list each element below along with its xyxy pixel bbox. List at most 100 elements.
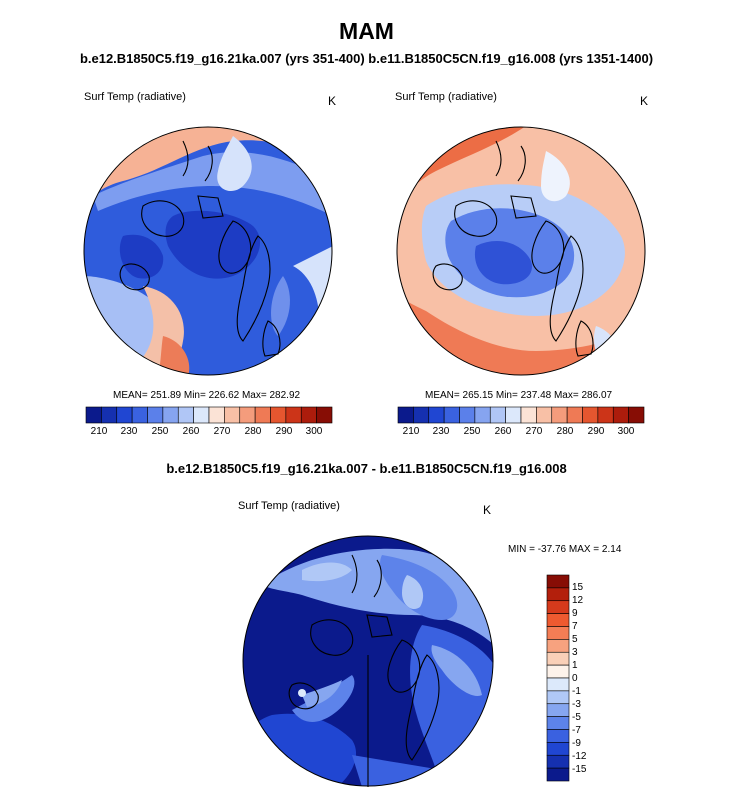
difference-colorbar-swatch xyxy=(546,639,570,653)
left-colorbar-swatch xyxy=(162,406,179,424)
right-colorbar-swatch xyxy=(413,406,430,424)
figure-subtitle: b.e12.B1850C5.f19_g16.21ka.007 (yrs 351-… xyxy=(79,51,654,66)
difference-colorbar-tick: 9 xyxy=(572,608,578,619)
difference-colorbar-tick: 3 xyxy=(572,647,578,658)
difference-colorbar-tick: -1 xyxy=(572,686,581,697)
difference-colorbar-swatch xyxy=(546,767,570,782)
difference-colorbar-swatch xyxy=(546,690,570,705)
right-colorbar-swatch xyxy=(443,406,460,424)
right-colorbar-tick: 250 xyxy=(463,426,481,437)
left-colorbar-ticks: 210 230 250 260 270 280 290 300 xyxy=(86,426,332,440)
right-colorbar xyxy=(397,406,645,424)
left-colorbar-swatch xyxy=(85,406,102,424)
difference-colorbar-tick: -15 xyxy=(572,764,587,775)
left-colorbar-swatch xyxy=(208,406,225,424)
left-panel-variable: Surf Temp (radiative) xyxy=(84,91,186,103)
left-panel-stats: MEAN= 251.89 Min= 226.62 Max= 282.92 xyxy=(113,390,301,401)
difference-polar-map xyxy=(242,535,494,787)
left-polar-map xyxy=(83,126,333,376)
difference-colorbar-tick: 5 xyxy=(572,634,578,645)
difference-colorbar-tick: 1 xyxy=(572,660,578,671)
difference-colorbar-swatch xyxy=(546,626,570,640)
difference-colorbar-swatch xyxy=(546,613,570,627)
left-colorbar xyxy=(85,406,333,424)
left-colorbar-tick: 270 xyxy=(213,426,231,437)
left-colorbar-swatch xyxy=(239,406,256,424)
right-panel-stats: MEAN= 265.15 Min= 237.48 Max= 286.07 xyxy=(425,390,613,401)
left-colorbar-swatch xyxy=(131,406,148,424)
difference-colorbar-swatch xyxy=(546,574,570,589)
left-colorbar-swatch xyxy=(285,406,302,424)
right-colorbar-swatch xyxy=(474,406,491,424)
difference-colorbar-swatch xyxy=(546,677,570,692)
left-colorbar-tick: 210 xyxy=(90,426,108,437)
left-colorbar-swatch xyxy=(101,406,118,424)
left-colorbar-swatch xyxy=(193,406,210,424)
difference-colorbar-swatch xyxy=(546,716,570,730)
right-colorbar-tick: 210 xyxy=(402,426,420,437)
difference-stats: MIN = -37.76 MAX = 2.14 xyxy=(508,544,622,555)
right-colorbar-tick: 280 xyxy=(556,426,574,437)
right-colorbar-swatch xyxy=(536,406,553,424)
left-colorbar-swatch xyxy=(316,406,333,424)
difference-colorbar-swatch xyxy=(546,651,570,666)
left-colorbar-tick: 300 xyxy=(305,426,323,437)
right-colorbar-swatch xyxy=(597,406,614,424)
left-colorbar-swatch xyxy=(254,406,271,424)
left-colorbar-swatch xyxy=(224,406,241,424)
difference-colorbar-tick: -3 xyxy=(572,699,581,710)
difference-colorbar-swatch xyxy=(546,587,570,602)
right-colorbar-swatch xyxy=(397,406,414,424)
right-colorbar-swatch xyxy=(628,406,645,424)
right-colorbar-ticks: 210 230 250 260 270 280 290 300 xyxy=(398,426,644,440)
left-colorbar-swatch xyxy=(116,406,133,424)
right-panel-unit: K xyxy=(640,94,649,108)
right-colorbar-swatch xyxy=(520,406,537,424)
left-colorbar-tick: 230 xyxy=(120,426,138,437)
difference-variable: Surf Temp (radiative) xyxy=(238,500,340,512)
difference-colorbar-tick: 12 xyxy=(572,595,584,606)
difference-colorbar xyxy=(546,574,570,782)
left-panel-unit: K xyxy=(328,94,337,108)
right-colorbar-tick: 230 xyxy=(432,426,450,437)
left-colorbar-swatch xyxy=(270,406,287,424)
difference-colorbar-tick: 15 xyxy=(572,582,584,593)
right-polar-map xyxy=(396,126,646,376)
right-colorbar-swatch xyxy=(505,406,522,424)
difference-colorbar-tick: 0 xyxy=(572,673,578,684)
difference-colorbar-swatch xyxy=(546,664,570,679)
difference-colorbar-tick: -9 xyxy=(572,738,581,749)
difference-colorbar-ticks: 15 12 9 7 5 3 1 0 -1 -3 -5 -7 -9 -12 -15 xyxy=(572,575,602,781)
right-colorbar-tick: 260 xyxy=(494,426,512,437)
left-colorbar-swatch xyxy=(147,406,164,424)
right-colorbar-swatch xyxy=(582,406,599,424)
right-colorbar-tick: 270 xyxy=(525,426,543,437)
difference-colorbar-swatch xyxy=(546,600,570,614)
right-colorbar-swatch xyxy=(428,406,445,424)
difference-colorbar-swatch xyxy=(546,754,570,769)
right-colorbar-swatch xyxy=(551,406,568,424)
difference-colorbar-tick: -12 xyxy=(572,751,587,762)
left-colorbar-tick: 250 xyxy=(151,426,169,437)
right-colorbar-tick: 300 xyxy=(617,426,635,437)
difference-colorbar-tick: 7 xyxy=(572,621,578,632)
right-colorbar-swatch xyxy=(489,406,506,424)
difference-unit: K xyxy=(483,503,492,517)
right-panel-variable: Surf Temp (radiative) xyxy=(395,91,497,103)
right-colorbar-swatch xyxy=(566,406,583,424)
difference-colorbar-tick: -7 xyxy=(572,725,581,736)
difference-colorbar-swatch xyxy=(546,742,570,756)
difference-colorbar-swatch xyxy=(546,729,570,743)
right-colorbar-swatch xyxy=(459,406,476,424)
difference-colorbar-swatch xyxy=(546,703,570,717)
left-colorbar-swatch xyxy=(300,406,317,424)
difference-colorbar-tick: -5 xyxy=(572,712,581,723)
left-colorbar-tick: 290 xyxy=(275,426,293,437)
left-colorbar-tick: 260 xyxy=(182,426,200,437)
right-colorbar-tick: 290 xyxy=(587,426,605,437)
figure-title: MAM xyxy=(339,18,394,44)
difference-title: b.e12.B1850C5.f19_g16.21ka.007 - b.e11.B… xyxy=(166,461,567,476)
right-colorbar-swatch xyxy=(612,406,629,424)
left-colorbar-tick: 280 xyxy=(244,426,262,437)
left-colorbar-swatch xyxy=(177,406,194,424)
